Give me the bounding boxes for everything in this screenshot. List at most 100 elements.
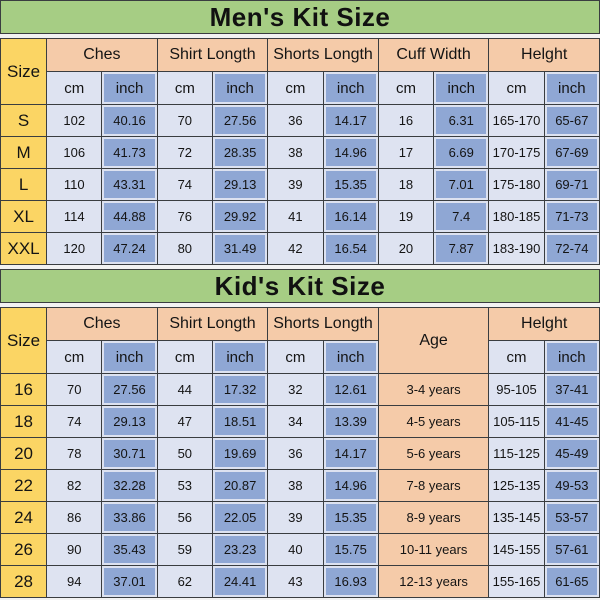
value-cell: 37.01 (101, 565, 158, 598)
column-group-header: Shorts Longth (267, 38, 379, 72)
value-cell: 12-13 years (377, 565, 490, 598)
value-cell: 106 (46, 136, 103, 169)
value-cell: 18 (377, 168, 435, 201)
value-cell: 49-53 (543, 469, 600, 502)
mens-size-table: Size Ches Shirt Longth Shorts Longth Cuff Wi… (0, 38, 600, 265)
kids-section-title: Kid's Kit Size (0, 269, 600, 303)
value-cell: 24.41 (211, 565, 269, 598)
value-cell: 125-135 (488, 469, 545, 502)
value-cell: 65-67 (543, 104, 600, 137)
value-cell: 30.71 (101, 437, 158, 470)
value-cell: 31.49 (211, 232, 269, 265)
unit-header: cm (488, 340, 545, 374)
value-cell: 38 (267, 469, 324, 502)
value-cell: 90 (46, 533, 103, 566)
value-cell: 15.35 (322, 501, 379, 534)
column-group-header: Shirt Longth (156, 307, 269, 341)
value-cell: 43.31 (101, 168, 158, 201)
value-cell: 3-4 years (377, 373, 490, 406)
value-cell: 6.31 (433, 104, 490, 137)
column-group-header: Age (377, 307, 490, 374)
size-cell: L (0, 168, 48, 201)
unit-header: inch (433, 71, 490, 105)
value-cell: 44 (156, 373, 213, 406)
unit-header: inch (101, 71, 158, 105)
value-cell: 39 (267, 168, 324, 201)
unit-header: cm (156, 71, 213, 105)
value-cell: 36 (267, 104, 324, 137)
value-cell: 105-115 (488, 405, 545, 438)
value-cell: 17 (377, 136, 435, 169)
value-cell: 10-11 years (377, 533, 490, 566)
value-cell: 29.92 (211, 200, 269, 233)
table-row: 22 82 32.28 53 20.87 38 14.96 7-8 years 125-135 4… (0, 469, 600, 502)
size-cell: 24 (0, 501, 48, 534)
value-cell: 135-145 (488, 501, 545, 534)
table-row: L 110 43.31 74 29.13 39 15.35 18 7.01 175-180 69-7… (0, 168, 600, 201)
value-cell: 17.32 (211, 373, 269, 406)
size-cell: M (0, 136, 48, 169)
size-cell: 26 (0, 533, 48, 566)
value-cell: 33.86 (101, 501, 158, 534)
value-cell: 145-155 (488, 533, 545, 566)
size-cell: 20 (0, 437, 48, 470)
value-cell: 61-65 (543, 565, 600, 598)
value-cell: 14.96 (322, 469, 379, 502)
value-cell: 32.28 (101, 469, 158, 502)
value-cell: 6.69 (433, 136, 490, 169)
size-cell: S (0, 104, 48, 137)
value-cell: 42 (267, 232, 324, 265)
column-group-header: Helght (488, 38, 600, 72)
value-cell: 18.51 (211, 405, 269, 438)
value-cell: 53-57 (543, 501, 600, 534)
value-cell: 14.17 (322, 104, 379, 137)
size-cell: XXL (0, 232, 48, 265)
table-row: 28 94 37.01 62 24.41 43 16.93 12-13 years 155-16… (0, 565, 600, 598)
value-cell: 32 (267, 373, 324, 406)
value-cell: 7-8 years (377, 469, 490, 502)
unit-header: cm (156, 340, 213, 374)
value-cell: 175-180 (488, 168, 545, 201)
value-cell: 71-73 (543, 200, 600, 233)
value-cell: 59 (156, 533, 213, 566)
column-group-header: Shirt Longth (156, 38, 269, 72)
value-cell: 180-185 (488, 200, 545, 233)
unit-header: cm (46, 340, 103, 374)
value-cell: 27.56 (211, 104, 269, 137)
unit-header: inch (543, 71, 600, 105)
value-cell: 40 (267, 533, 324, 566)
column-group-header: Shorts Longth (267, 307, 379, 341)
size-cell: 16 (0, 373, 48, 406)
value-cell: 13.39 (322, 405, 379, 438)
value-cell: 22.05 (211, 501, 269, 534)
value-cell: 95-105 (488, 373, 545, 406)
value-cell: 20.87 (211, 469, 269, 502)
value-cell: 43 (267, 565, 324, 598)
value-cell: 8-9 years (377, 501, 490, 534)
value-cell: 70 (156, 104, 213, 137)
value-cell: 7.01 (433, 168, 490, 201)
value-cell: 15.75 (322, 533, 379, 566)
value-cell: 7.87 (433, 232, 490, 265)
value-cell: 80 (156, 232, 213, 265)
value-cell: 47.24 (101, 232, 158, 265)
value-cell: 28.35 (211, 136, 269, 169)
value-cell: 110 (46, 168, 103, 201)
size-cell: 22 (0, 469, 48, 502)
table-row: 16 70 27.56 44 17.32 32 12.61 3-4 years 95-105 37… (0, 373, 600, 406)
header-row: Size Ches Shirt Longth Shorts Longth Cuff Wi… (0, 38, 600, 105)
value-cell: 67-69 (543, 136, 600, 169)
value-cell: 82 (46, 469, 103, 502)
unit-header: cm (46, 71, 103, 105)
value-cell: 16.14 (322, 200, 379, 233)
value-cell: 37-41 (543, 373, 600, 406)
mens-section-title: Men's Kit Size (0, 0, 600, 34)
size-cell: 18 (0, 405, 48, 438)
table-row: XL 114 44.88 76 29.92 41 16.14 19 7.4 180-185 71-7… (0, 200, 600, 233)
value-cell: 62 (156, 565, 213, 598)
value-cell: 44.88 (101, 200, 158, 233)
size-column-header: Size (0, 38, 48, 105)
unit-header: inch (211, 340, 269, 374)
value-cell: 74 (46, 405, 103, 438)
